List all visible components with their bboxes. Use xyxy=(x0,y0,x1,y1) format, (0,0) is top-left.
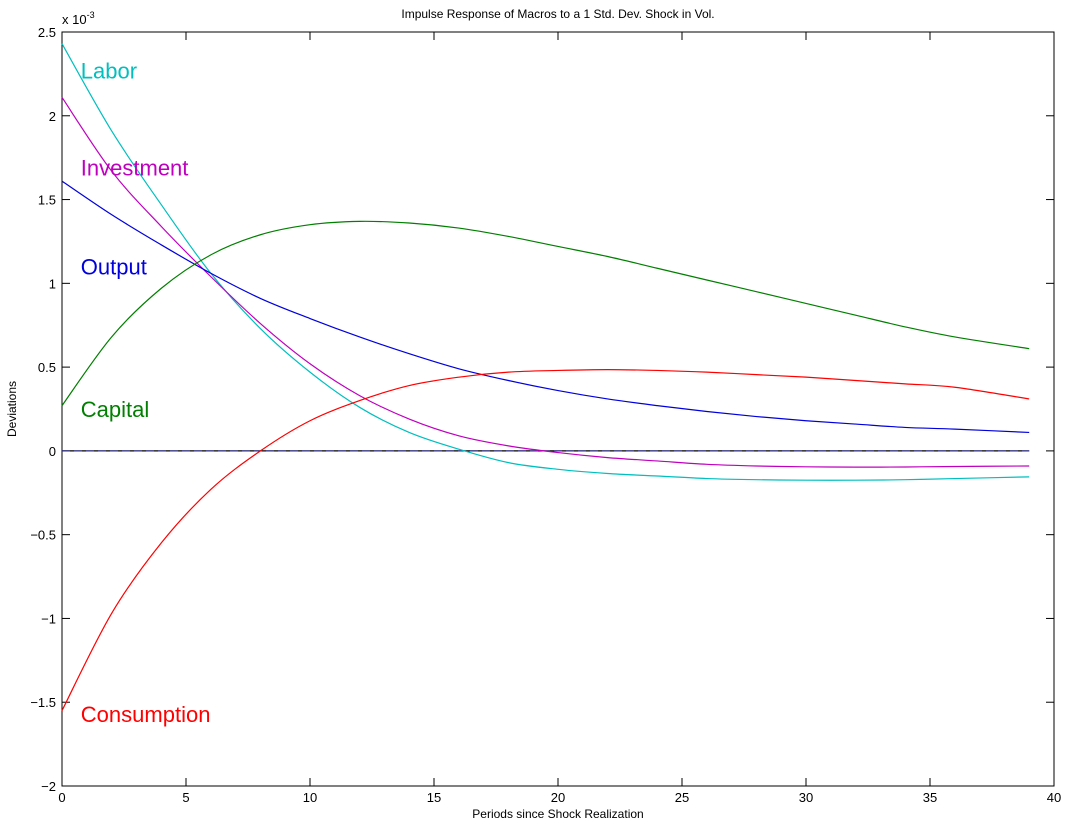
y-tick-label: 1.5 xyxy=(38,193,56,208)
series-line-labor xyxy=(61,43,1030,481)
series-line-investment xyxy=(61,97,1030,468)
x-tick-label: 10 xyxy=(303,790,317,805)
x-tick-label: 5 xyxy=(182,790,189,805)
x-tick-label: 35 xyxy=(923,790,937,805)
series-label-consumption: Consumption xyxy=(81,702,211,727)
series-label-capital: Capital xyxy=(81,397,149,422)
chart-title: Impulse Response of Macros to a 1 Std. D… xyxy=(401,7,714,21)
x-tick-label: 15 xyxy=(427,790,441,805)
y-tick-label: −0.5 xyxy=(30,528,56,543)
y-axis-exponent-label: x 10-3 xyxy=(62,10,95,27)
y-exponent-base: x 10 xyxy=(62,12,87,27)
y-tick-label: 0.5 xyxy=(38,360,56,375)
x-tick-label: 0 xyxy=(58,790,65,805)
series-label-investment: Investment xyxy=(81,156,189,181)
x-tick-label: 20 xyxy=(551,790,565,805)
series-label-labor: Labor xyxy=(81,59,137,84)
plot-frame xyxy=(61,31,1055,787)
x-tick-label: 40 xyxy=(1047,790,1061,805)
x-tick-label: 25 xyxy=(675,790,689,805)
y-tick-label: −2 xyxy=(41,779,56,794)
y-axis-title: Deviations xyxy=(5,381,19,437)
plot-area: 0 5 10 15 20 25 30 35 40 −2 −1.5 −1 −0.5 0 0.5 1 1.5 2 2.5… xyxy=(30,25,1061,805)
series-label-output: Output xyxy=(81,255,147,280)
y-tick-label: −1.5 xyxy=(30,695,56,710)
series-line-output xyxy=(61,180,1030,434)
y-tick-label: −1 xyxy=(41,611,56,626)
y-tick-label: 2.5 xyxy=(38,25,56,40)
y-tick-label: 0 xyxy=(49,444,56,459)
y-exponent-power: -3 xyxy=(87,10,95,20)
y-tick-label: 2 xyxy=(49,109,56,124)
x-tick-label: 30 xyxy=(799,790,813,805)
x-axis-title: Periods since Shock Realization xyxy=(472,807,643,821)
series-line-capital xyxy=(61,220,1030,407)
y-tick-label: 1 xyxy=(49,276,56,291)
series-line-consumption xyxy=(61,369,1030,711)
